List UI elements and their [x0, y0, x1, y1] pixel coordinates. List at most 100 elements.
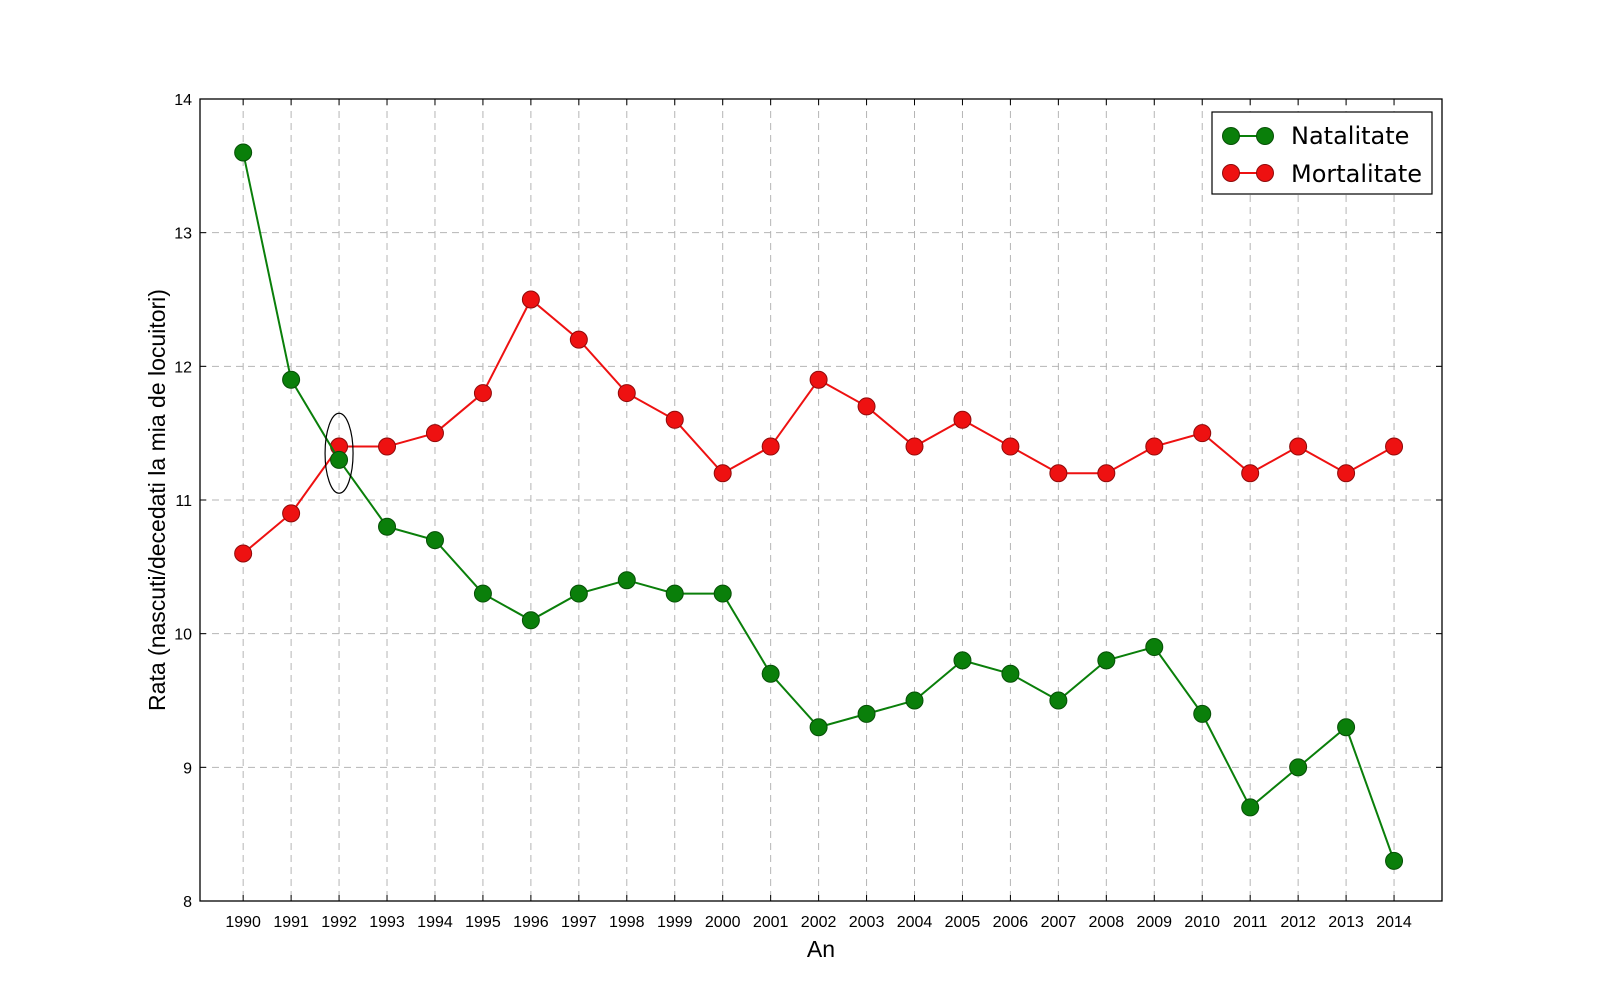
- y-tick-label: 14: [174, 92, 192, 109]
- legend: Natalitate Mortalitate: [1211, 111, 1433, 195]
- grid: [200, 99, 1442, 901]
- data-point-mortalitate-1997: [569, 330, 588, 349]
- legend-natalitate-marker-start: [1222, 127, 1240, 145]
- y-tick-label: 12: [174, 359, 192, 376]
- data-point-mortalitate-2007: [1049, 464, 1068, 483]
- x-tick-label: 2013: [1328, 914, 1364, 931]
- data-point-mortalitate-2010: [1193, 424, 1212, 443]
- data-point-mortalitate-1993: [378, 437, 397, 456]
- data-point-mortalitate-1998: [617, 384, 636, 403]
- legend-natalitate-label: Natalitate: [1291, 122, 1409, 150]
- y-tick-label: 8: [183, 894, 192, 911]
- x-tick-label: 2006: [993, 914, 1029, 931]
- data-point-mortalitate-2014: [1385, 437, 1404, 456]
- data-point-natalitate-1990: [234, 143, 253, 162]
- data-point-natalitate-1995: [473, 584, 492, 603]
- data-point-natalitate-2000: [713, 584, 732, 603]
- data-point-natalitate-2006: [1001, 664, 1020, 683]
- legend-mortalitate-label: Mortalitate: [1291, 160, 1422, 188]
- y-axis-title: Rata (nascuti/decedati la mia de locuito…: [144, 289, 170, 711]
- data-point-mortalitate-2001: [761, 437, 780, 456]
- data-point-natalitate-1994: [425, 531, 444, 550]
- x-tick-label: 2005: [945, 914, 981, 931]
- x-tick-label: 2009: [1136, 914, 1172, 931]
- x-tick-label: 2000: [705, 914, 741, 931]
- data-point-natalitate-1991: [282, 370, 301, 389]
- y-tick-label: 9: [183, 760, 192, 777]
- x-tick-label: 2010: [1184, 914, 1220, 931]
- data-point-natalitate-2009: [1145, 638, 1164, 657]
- x-tick-label: 1995: [465, 914, 501, 931]
- data-point-natalitate-1996: [521, 611, 540, 630]
- data-point-mortalitate-2012: [1289, 437, 1308, 456]
- x-tick-label: 1998: [609, 914, 645, 931]
- data-point-natalitate-1998: [617, 571, 636, 590]
- crossover-annotation-ellipse: [324, 412, 354, 494]
- data-point-natalitate-2005: [953, 651, 972, 670]
- x-tick-label: 1993: [369, 914, 405, 931]
- data-point-mortalitate-2013: [1337, 464, 1356, 483]
- data-point-natalitate-2004: [905, 691, 924, 710]
- legend-mortalitate-marker-start: [1222, 164, 1240, 182]
- series-mortalitate: [234, 290, 1404, 563]
- data-point-mortalitate-2002: [809, 370, 828, 389]
- data-point-natalitate-2003: [857, 704, 876, 723]
- data-point-mortalitate-1994: [425, 424, 444, 443]
- data-point-natalitate-1999: [665, 584, 684, 603]
- data-point-mortalitate-2005: [953, 410, 972, 429]
- x-axis-tick-labels: 1990 1991 1992 1993 1994 1995 1996 1997 1998 1999…: [225, 914, 1412, 931]
- y-tick-label: 13: [174, 226, 192, 243]
- data-point-natalitate-1993: [378, 517, 397, 536]
- legend-mortalitate-marker-end: [1256, 164, 1274, 182]
- data-point-mortalitate-1991: [282, 504, 301, 523]
- data-point-mortalitate-2008: [1097, 464, 1116, 483]
- data-point-natalitate-2007: [1049, 691, 1068, 710]
- x-tick-label: 1997: [561, 914, 597, 931]
- x-tick-label: 2001: [753, 914, 789, 931]
- x-tick-label: 2014: [1376, 914, 1412, 931]
- series-layer: [234, 143, 1404, 870]
- data-point-mortalitate-2004: [905, 437, 924, 456]
- x-tick-label: 2004: [897, 914, 933, 931]
- x-tick-label: 1991: [273, 914, 309, 931]
- data-point-natalitate-2010: [1193, 704, 1212, 723]
- x-tick-label: 2003: [849, 914, 885, 931]
- data-point-natalitate-2002: [809, 718, 828, 737]
- data-point-natalitate-1997: [569, 584, 588, 603]
- data-point-mortalitate-2000: [713, 464, 732, 483]
- series-natalitate: [234, 143, 1404, 870]
- x-tick-label: 1992: [321, 914, 357, 931]
- x-tick-label: 2011: [1233, 914, 1268, 931]
- legend-box: [1211, 111, 1433, 195]
- data-point-natalitate-2008: [1097, 651, 1116, 670]
- data-point-mortalitate-2009: [1145, 437, 1164, 456]
- data-point-mortalitate-1990: [234, 544, 253, 563]
- data-point-mortalitate-1999: [665, 410, 684, 429]
- data-point-natalitate-2013: [1337, 718, 1356, 737]
- data-point-natalitate-2012: [1289, 758, 1308, 777]
- x-tick-label: 2007: [1041, 914, 1077, 931]
- x-tick-label: 2008: [1089, 914, 1125, 931]
- y-tick-label: 11: [175, 493, 192, 510]
- x-tick-label: 2012: [1280, 914, 1316, 931]
- data-point-mortalitate-2006: [1001, 437, 1020, 456]
- x-axis-title: An: [807, 936, 835, 962]
- data-point-mortalitate-2011: [1241, 464, 1260, 483]
- data-point-natalitate-1992: [330, 450, 349, 469]
- data-point-natalitate-2011: [1241, 798, 1260, 817]
- data-point-mortalitate-2003: [857, 397, 876, 416]
- x-tick-label: 1999: [657, 914, 693, 931]
- x-tick-label: 1996: [513, 914, 549, 931]
- legend-natalitate-marker-end: [1256, 127, 1274, 145]
- y-tick-label: 10: [174, 627, 192, 644]
- x-tick-label: 2002: [801, 914, 837, 931]
- x-tick-label: 1994: [417, 914, 453, 931]
- axis-ticks: [200, 98, 1442, 902]
- data-point-mortalitate-1995: [473, 384, 492, 403]
- data-point-mortalitate-1996: [521, 290, 540, 309]
- data-point-natalitate-2014: [1385, 851, 1404, 870]
- data-point-natalitate-2001: [761, 664, 780, 683]
- x-tick-label: 1990: [225, 914, 261, 931]
- y-axis-tick-labels: 8 9 10 11 12 13 14: [174, 92, 192, 911]
